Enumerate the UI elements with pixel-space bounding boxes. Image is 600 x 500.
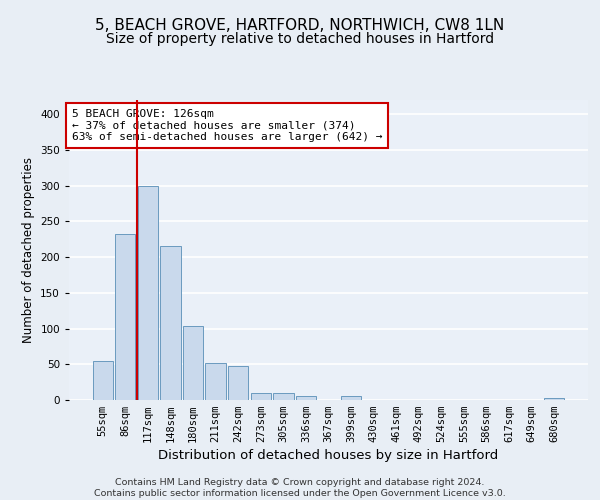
Bar: [115, 234, 136, 400]
Bar: [138, 186, 158, 400]
Bar: [92, 360, 113, 400]
Text: Size of property relative to detached houses in Hartford: Size of property relative to detached ho…: [106, 32, 494, 46]
Bar: [183, 326, 203, 400]
Bar: [228, 366, 248, 400]
X-axis label: Distribution of detached houses by size in Hartford: Distribution of detached houses by size …: [158, 450, 499, 462]
Text: 5 BEACH GROVE: 126sqm
← 37% of detached houses are smaller (374)
63% of semi-det: 5 BEACH GROVE: 126sqm ← 37% of detached …: [71, 109, 382, 142]
Bar: [341, 396, 361, 400]
Text: Contains HM Land Registry data © Crown copyright and database right 2024.
Contai: Contains HM Land Registry data © Crown c…: [94, 478, 506, 498]
Bar: [273, 393, 293, 400]
Bar: [205, 363, 226, 400]
Bar: [296, 396, 316, 400]
Bar: [544, 398, 565, 400]
Text: 5, BEACH GROVE, HARTFORD, NORTHWICH, CW8 1LN: 5, BEACH GROVE, HARTFORD, NORTHWICH, CW8…: [95, 18, 505, 32]
Y-axis label: Number of detached properties: Number of detached properties: [22, 157, 35, 343]
Bar: [160, 246, 181, 400]
Bar: [251, 393, 271, 400]
